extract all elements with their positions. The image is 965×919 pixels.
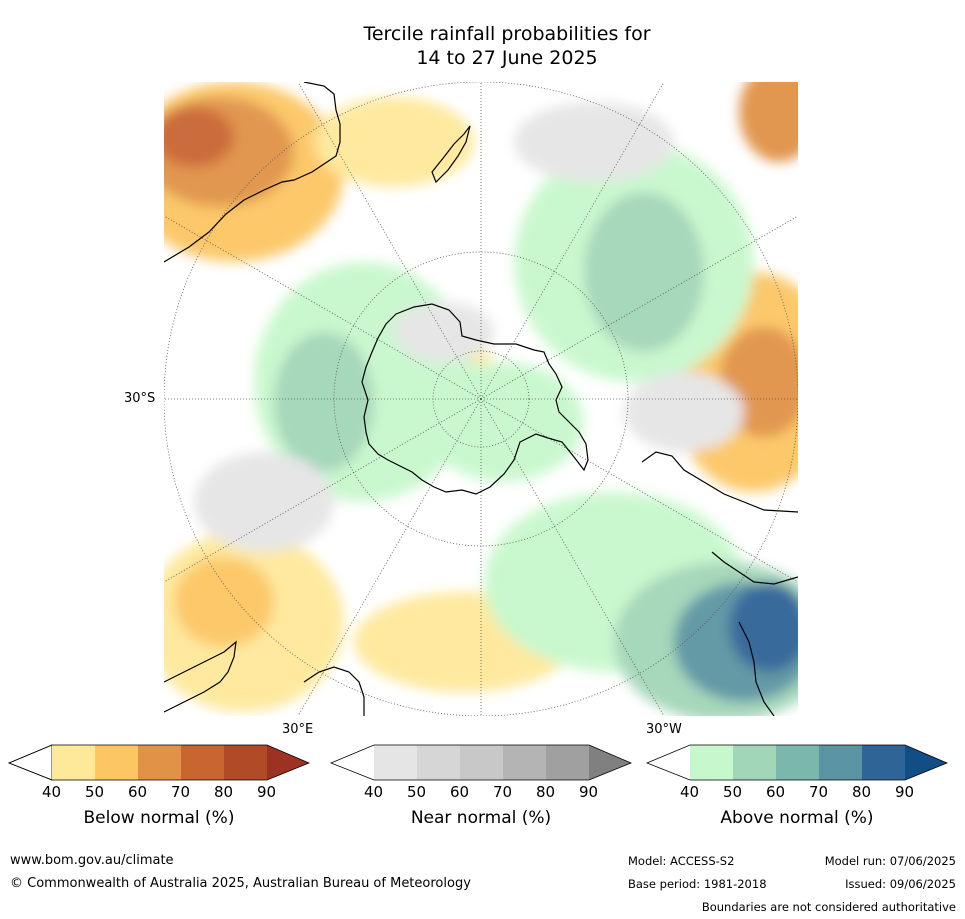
probability-field bbox=[164, 82, 798, 716]
tick-label: 80 bbox=[536, 783, 556, 801]
australia-coastline bbox=[164, 82, 341, 263]
antarctica-coastline bbox=[361, 303, 589, 495]
near-normal-title: Near normal (%) bbox=[410, 808, 552, 828]
base-period-text: Base period: 1981-2018 bbox=[628, 877, 767, 891]
above-normal-region bbox=[729, 582, 798, 672]
below-normal-region bbox=[174, 557, 274, 647]
tick-label: 40 bbox=[42, 783, 62, 801]
title-line-2: 14 to 27 June 2025 bbox=[416, 47, 598, 69]
above-normal-title: Above normal (%) bbox=[720, 808, 874, 828]
colorbar-segment bbox=[417, 745, 460, 780]
near-normal-colorbar bbox=[330, 744, 632, 781]
longitude-label-30e: 30°E bbox=[282, 722, 314, 737]
tick-label: 50 bbox=[407, 783, 427, 801]
coastlines bbox=[164, 82, 798, 716]
near-normal-region bbox=[514, 102, 674, 182]
colorbar-segment bbox=[138, 745, 181, 780]
title-line-1: Tercile rainfall probabilities for bbox=[363, 23, 651, 45]
colorbar-segment bbox=[224, 745, 267, 780]
tick-label: 60 bbox=[766, 783, 786, 801]
near-normal-region bbox=[624, 372, 744, 452]
tick-label: 50 bbox=[723, 783, 743, 801]
colorbar-segment bbox=[374, 745, 417, 780]
copyright-text: © Commonwealth of Australia 2025, Austra… bbox=[10, 876, 471, 891]
near-normal-region bbox=[194, 452, 334, 552]
above-normal-region bbox=[584, 192, 704, 352]
colorbar-segment bbox=[862, 745, 905, 780]
tick-label: 60 bbox=[450, 783, 470, 801]
colorbar-segment bbox=[181, 745, 224, 780]
issued-text: Issued: 09/06/2025 bbox=[845, 877, 956, 891]
tick-label: 50 bbox=[85, 783, 105, 801]
website-link[interactable]: www.bom.gov.au/climate bbox=[10, 853, 174, 868]
colorbar-segment bbox=[8, 744, 53, 781]
below-normal-colorbar bbox=[8, 744, 310, 781]
africa-coastline bbox=[164, 640, 237, 713]
near-normal-region bbox=[394, 302, 494, 362]
tick-label: 40 bbox=[364, 783, 384, 801]
colorbar-segment bbox=[52, 745, 95, 780]
polar-map[interactable] bbox=[164, 82, 798, 716]
madagascar-coastline bbox=[303, 666, 365, 716]
tick-label: 90 bbox=[579, 783, 599, 801]
latitude-label-30s: 30°S bbox=[124, 391, 156, 406]
colorbar-segment bbox=[647, 745, 690, 780]
colorbar-segment bbox=[331, 745, 374, 780]
tick-label: 40 bbox=[680, 783, 700, 801]
polar-map-svg bbox=[164, 82, 798, 716]
colorbar-segment bbox=[589, 745, 631, 780]
longitude-label-30w: 30°W bbox=[646, 722, 682, 737]
colorbar-segment bbox=[503, 745, 546, 780]
model-run-text: Model run: 07/06/2025 bbox=[824, 854, 956, 868]
colorbar-segment bbox=[819, 745, 862, 780]
disclaimer-text: Boundaries are not considered authoritat… bbox=[701, 900, 956, 914]
tick-label: 70 bbox=[493, 783, 513, 801]
below-normal-region bbox=[314, 97, 474, 187]
colorbar-segment bbox=[267, 745, 309, 780]
colorbar-segment bbox=[905, 745, 947, 780]
tick-label: 70 bbox=[809, 783, 829, 801]
new-zealand-coastline bbox=[431, 125, 471, 184]
below-normal-region bbox=[164, 107, 234, 167]
tick-label: 70 bbox=[171, 783, 191, 801]
colorbar-segment bbox=[95, 745, 138, 780]
tick-label: 90 bbox=[895, 783, 915, 801]
south-america-coastline bbox=[641, 451, 798, 716]
tick-label: 60 bbox=[128, 783, 148, 801]
colorbar-segment bbox=[690, 745, 733, 780]
above-normal-region bbox=[274, 332, 374, 472]
colorbar-segment bbox=[733, 745, 776, 780]
tick-label: 90 bbox=[257, 783, 277, 801]
model-text: Model: ACCESS-S2 bbox=[628, 854, 735, 868]
colorbar-segment bbox=[776, 745, 819, 780]
chart-title: Tercile rainfall probabilities for 14 to… bbox=[0, 22, 965, 70]
above-normal-region bbox=[424, 362, 584, 482]
below-normal-region bbox=[739, 82, 798, 162]
tick-label: 80 bbox=[852, 783, 872, 801]
graticule bbox=[164, 82, 798, 716]
colorbar-segment bbox=[460, 745, 503, 780]
below-normal-title: Below normal (%) bbox=[83, 808, 235, 828]
colorbar-segment bbox=[546, 745, 589, 780]
above-normal-colorbar bbox=[646, 744, 948, 781]
tick-label: 80 bbox=[214, 783, 234, 801]
